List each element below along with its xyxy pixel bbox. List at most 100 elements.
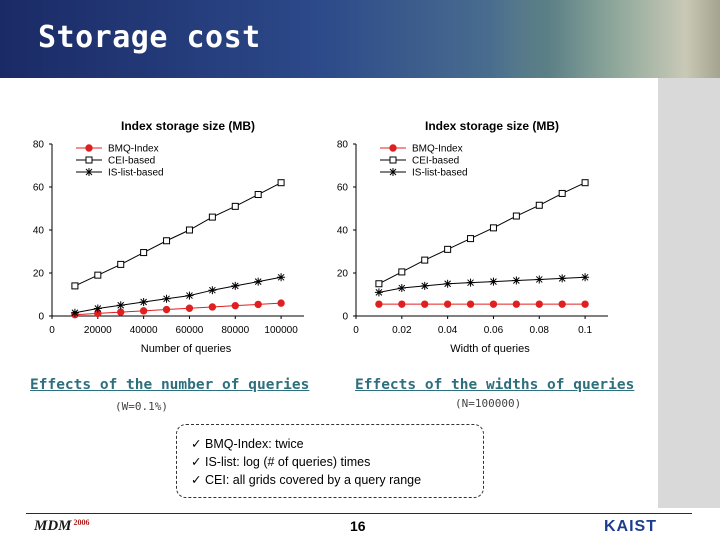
y-tick-label: 20	[33, 269, 45, 280]
data-point	[185, 226, 193, 234]
x-tick-label: 0.04	[438, 325, 458, 336]
data-point	[581, 300, 589, 308]
data-point	[208, 213, 216, 221]
x-tick-label: 40000	[130, 325, 158, 336]
slide-title: Storage cost	[38, 20, 261, 55]
data-point	[139, 307, 148, 315]
data-point	[558, 189, 566, 197]
mdm-logo: MDM 2006	[34, 518, 90, 534]
series-line	[378, 182, 586, 285]
data-point	[277, 299, 285, 307]
series-bmq-index	[71, 299, 285, 319]
legend-marker	[85, 156, 93, 164]
legend-label: CEI-based	[108, 156, 155, 167]
data-point	[254, 300, 262, 309]
y-tick-label: 60	[337, 183, 349, 194]
caption-right: Effects of the widths of queries	[355, 377, 635, 393]
legend-marker	[389, 156, 397, 164]
legend-marker	[85, 168, 93, 176]
note-item: ✓ BMQ-Index: twice	[191, 437, 304, 451]
data-point	[421, 300, 429, 308]
y-tick-label: 80	[337, 140, 349, 151]
caption-right-sub: (N=100000)	[455, 397, 522, 410]
data-point	[117, 308, 125, 316]
checkmark-icon: ✓	[191, 437, 202, 451]
footer-divider	[26, 513, 692, 514]
data-point	[185, 291, 194, 300]
x-tick-label: 20000	[84, 325, 112, 336]
data-point	[70, 308, 79, 317]
legend-marker	[85, 144, 93, 152]
data-point	[421, 256, 429, 264]
note-item: ✓ IS-list: log (# of queries) times	[191, 455, 371, 469]
data-point	[466, 300, 475, 308]
data-point	[374, 288, 383, 297]
data-point	[489, 300, 498, 308]
data-point	[467, 235, 475, 243]
data-point	[512, 276, 521, 285]
x-tick-label: 80000	[221, 325, 249, 336]
data-point	[581, 273, 590, 282]
data-point	[535, 201, 543, 209]
data-point	[116, 301, 125, 310]
data-point	[231, 281, 240, 290]
y-tick-label: 0	[38, 312, 44, 323]
data-point	[254, 191, 262, 199]
legend-label: BMQ-Index	[412, 144, 463, 155]
data-point	[162, 305, 171, 314]
x-tick-label: 0	[49, 325, 55, 336]
data-point	[398, 268, 406, 276]
data-point	[208, 303, 217, 311]
y-tick-label: 40	[33, 226, 45, 237]
data-point	[397, 284, 406, 293]
data-point	[231, 202, 239, 210]
data-point	[94, 271, 102, 279]
data-point	[139, 298, 148, 307]
series-line	[74, 276, 282, 314]
y-tick-label: 40	[337, 226, 349, 237]
data-point	[444, 245, 452, 253]
data-point	[162, 294, 171, 303]
slide-header: Storage cost	[0, 0, 720, 78]
data-point	[581, 179, 589, 187]
series-cei-based	[375, 179, 589, 288]
series-line	[378, 276, 586, 293]
data-point	[489, 277, 498, 286]
data-point	[140, 249, 148, 257]
x-tick-label: 0.06	[484, 325, 504, 336]
x-tick-label: 100000	[264, 325, 298, 336]
x-tick-label: 0	[353, 325, 359, 336]
chart-title: Index storage size (MB)	[121, 119, 255, 133]
x-axis-label: Width of queries	[450, 343, 530, 355]
legend-marker	[389, 168, 397, 176]
series-line	[74, 182, 282, 287]
header-photo	[490, 0, 720, 78]
chart-number-of-queries: Index storage size (MB) 0 20 40 60 80 0 20000 40…	[33, 119, 304, 355]
data-point	[277, 179, 285, 187]
page-number: 16	[350, 518, 366, 534]
legend-label: BMQ-Index	[108, 144, 159, 155]
data-point	[277, 273, 286, 282]
x-axis-label: Number of queries	[141, 343, 232, 355]
y-tick-label: 0	[342, 312, 348, 323]
series-bmq-index	[375, 300, 589, 308]
data-point	[535, 275, 544, 284]
chart-width-of-queries: Index storage size (MB) 0 20 40 60 80 0 0.02 0.0…	[337, 119, 608, 355]
x-tick-label: 60000	[176, 325, 204, 336]
data-point	[375, 300, 383, 308]
data-point	[71, 282, 79, 290]
data-point	[443, 279, 452, 288]
checkmark-icon: ✓	[191, 473, 202, 487]
data-point	[489, 224, 497, 232]
legend-label: IS-list-based	[412, 168, 468, 179]
x-tick-label: 0.1	[578, 325, 592, 336]
data-point	[558, 274, 567, 283]
data-point	[231, 301, 239, 310]
data-point	[420, 281, 429, 290]
data-point	[558, 300, 566, 308]
right-side-bar	[658, 78, 720, 508]
caption-left: Effects of the number of queries	[30, 377, 310, 393]
legend-label: CEI-based	[412, 156, 459, 167]
caption-left-sub: (W=0.1%)	[115, 400, 168, 413]
series-is-list-based	[70, 273, 286, 317]
